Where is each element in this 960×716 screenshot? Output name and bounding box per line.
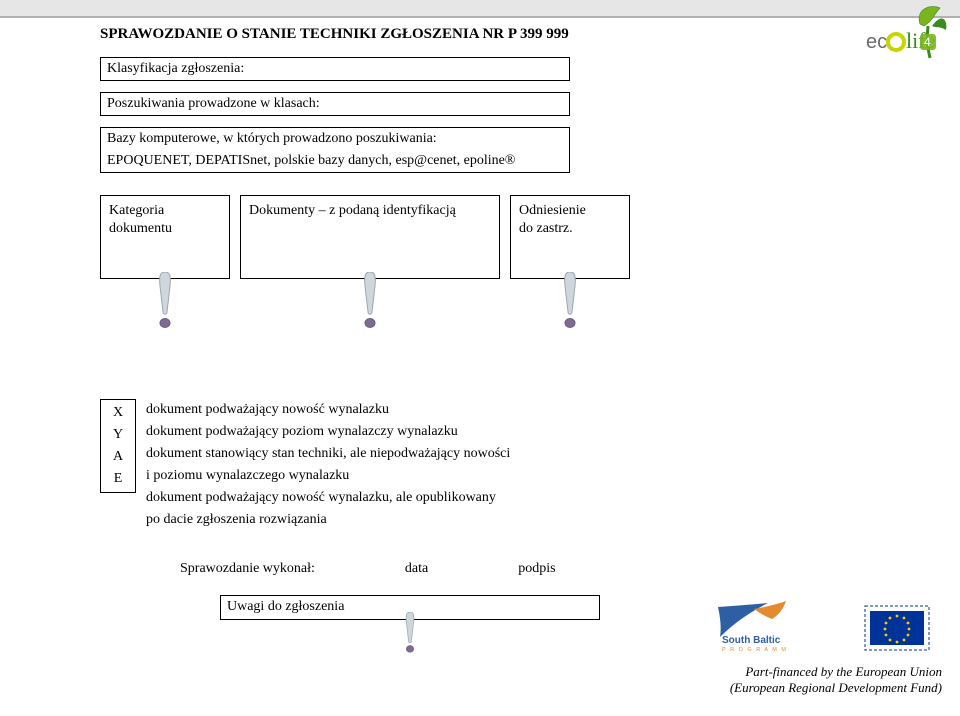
info-row: EPOQUENET, DEPATISnet, polskie bazy dany… [101,150,570,173]
legend-line: dokument stanowiący stan techniki, ale n… [146,443,510,465]
info-table: Klasyfikacja zgłoszenia: Poszukiwania pr… [100,57,570,173]
remarks-box: Uwagi do zgłoszenia [220,595,600,620]
info-row: Poszukiwania prowadzone w klasach: [101,93,570,116]
info-row: Klasyfikacja zgłoszenia: [101,58,570,81]
legend-line: dokument podważający nowość wynalazku, a… [146,487,510,509]
exclamation-icon [154,272,176,330]
sig-label: data [405,561,428,577]
sig-label: Sprawozdanie wykonał: [180,561,315,577]
col-label: Dokumenty – z podaną identyfikacją [249,202,491,220]
page-content: SPRAWOZDANIE O STANIE TECHNIKI ZGŁOSZENI… [0,18,960,620]
legend-codes: X Y A E [100,399,136,493]
col-documents: Dokumenty – z podaną identyfikacją [240,195,500,279]
exclamation-icon [401,612,419,659]
legend-line: dokument podważający poziom wynalazczy w… [146,421,510,443]
legend-line: i poziomu wynalazczego wynalazku [146,465,510,487]
col-label: do zastrz. [519,220,621,238]
svg-text:South Baltic: South Baltic [722,635,781,646]
eu-flag-icon [864,605,930,656]
info-row: Bazy komputerowe, w których prowadzono p… [101,128,570,151]
top-bar [0,0,960,18]
svg-text:P R O G R A M M E: P R O G R A M M E [722,647,790,651]
exclamation-icon [559,272,581,330]
sig-label: podpis [518,561,555,577]
legend-code: X [101,402,135,424]
eu-text-line: (European Regional Development Fund) [730,680,942,696]
col-reference: Odniesienie do zastrz. [510,195,630,279]
eu-financing-text: Part-financed by the European Union (Eur… [730,664,942,697]
exclamation-icon [359,272,381,330]
columns-row: Kategoria dokumentu Dokumenty – z podaną… [100,195,900,279]
south-baltic-logo: South Baltic P R O G R A M M E [712,599,790,656]
legend-code: E [101,468,135,490]
page-title: SPRAWOZDANIE O STANIE TECHNIKI ZGŁOSZENI… [100,26,900,43]
remarks-label: Uwagi do zgłoszenia [227,599,344,614]
legend-line: dokument podważający nowość wynalazku [146,399,510,421]
col-category: Kategoria dokumentu [100,195,230,279]
col-label: Kategoria [109,202,221,220]
signature-row: Sprawozdanie wykonał: data podpis [100,561,900,577]
col-label: dokumentu [109,220,221,238]
legend-code: Y [101,424,135,446]
legend-descriptions: dokument podważający nowość wynalazku do… [146,399,510,531]
legend: X Y A E dokument podważający nowość wyna… [100,399,900,531]
legend-code: A [101,446,135,468]
legend-line: po dacie zgłoszenia rozwiązania [146,509,510,531]
eu-text-line: Part-financed by the European Union [730,664,942,680]
col-label: Odniesienie [519,202,621,220]
